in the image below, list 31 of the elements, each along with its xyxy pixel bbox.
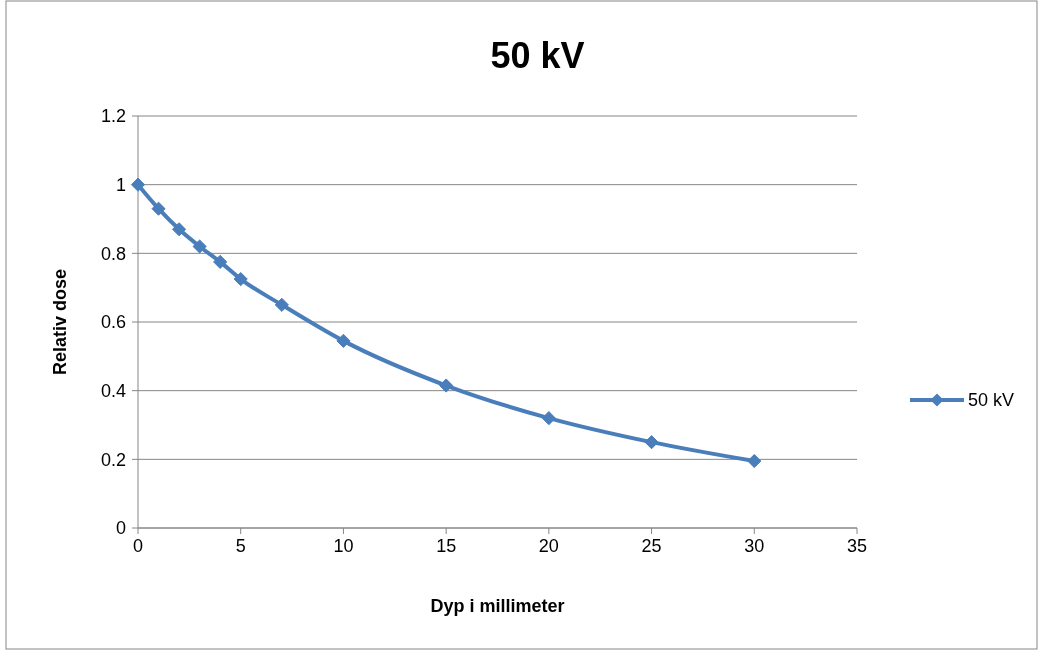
point (172, 222, 187, 237)
y-tick-label: 1 (115, 174, 126, 195)
x-tick-label: 30 (744, 536, 765, 556)
point (274, 297, 289, 312)
y-axis-title: Relativ dose (50, 268, 70, 376)
point (130, 177, 146, 192)
y-tick-label: 0 (115, 518, 126, 539)
point (439, 378, 454, 393)
x-tick-label: 0 (132, 536, 144, 556)
point (644, 435, 659, 450)
legend-label: 50 kV (968, 390, 1015, 411)
point (747, 453, 762, 469)
x-tick-label: 35 (846, 536, 868, 556)
x-tick-label: 10 (333, 536, 354, 556)
point (213, 254, 228, 269)
y-tick-label: 1.2 (100, 106, 126, 127)
point (541, 411, 556, 426)
y-tick-label: 0.2 (100, 449, 126, 470)
x-tick-label: 20 (538, 536, 559, 556)
x-axis-title: Dyp i millimeter (430, 596, 565, 616)
point (151, 201, 166, 216)
x-tick-label: 15 (436, 536, 457, 556)
y-tick-label: 0.4 (100, 380, 126, 401)
point (233, 272, 248, 287)
point (336, 333, 351, 348)
x-tick-label: 25 (641, 536, 662, 556)
point (192, 239, 207, 254)
chart-title: 50 kV (490, 35, 585, 76)
x-tick-label: 5 (235, 536, 246, 556)
y-tick-label: 0.8 (100, 243, 126, 264)
y-tick-label: 0.6 (100, 312, 126, 333)
